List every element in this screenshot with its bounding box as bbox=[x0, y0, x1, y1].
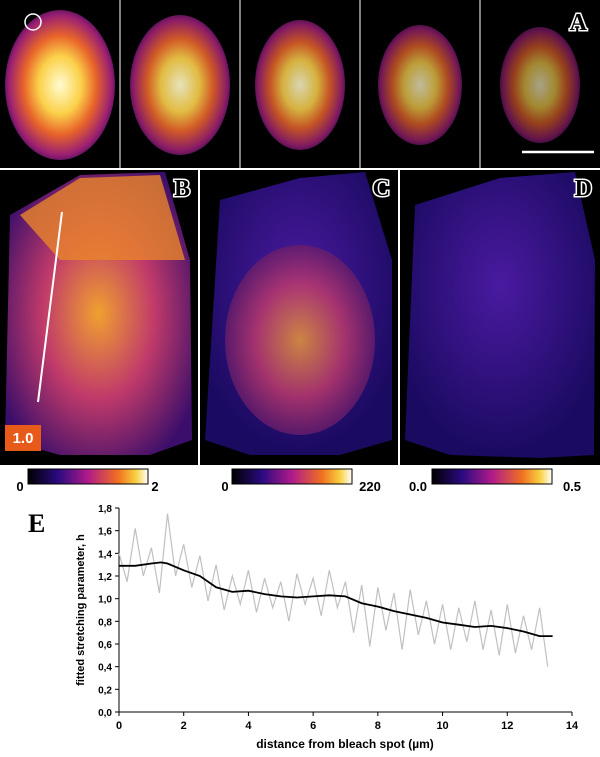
x-tick-label: 2 bbox=[181, 720, 187, 732]
colorbar-label: 0.5 bbox=[563, 479, 581, 494]
profile-line bbox=[37, 211, 63, 403]
x-tick-label: 0 bbox=[116, 720, 122, 732]
x-tick-label: 6 bbox=[310, 720, 316, 732]
y-tick-label: 0,2 bbox=[98, 685, 112, 696]
x-tick-label: 12 bbox=[501, 720, 513, 732]
colorbar-label: 2 bbox=[151, 479, 158, 494]
inset-label: 1.0 bbox=[13, 430, 34, 447]
colorbar bbox=[27, 468, 149, 485]
y-tick-label: 0,4 bbox=[98, 663, 112, 674]
colorbar-label: 0 bbox=[16, 479, 23, 494]
y-axis-label: fitted stretching parameter, h bbox=[75, 534, 87, 686]
x-tick-label: 10 bbox=[436, 720, 448, 732]
panel-b-highlight bbox=[20, 175, 185, 260]
panel-label: B bbox=[174, 176, 190, 202]
x-axis-label: distance from bleach spot (µm) bbox=[256, 737, 434, 751]
y-tick-label: 1,0 bbox=[98, 595, 112, 606]
colorbar-label: 0 bbox=[221, 479, 228, 494]
x-tick-label: 8 bbox=[375, 720, 381, 732]
data-line bbox=[118, 513, 549, 667]
panel-label: A bbox=[570, 10, 588, 36]
plot: 0,0 0,2 0,4 0,6 0,8 1,0 1,2 1,4 1,6 1,8 0 2 4 6 8 10 12 1… bbox=[98, 504, 579, 732]
y-tick-label: 1,2 bbox=[98, 572, 112, 583]
colorbar-label: 0.0 bbox=[409, 479, 427, 494]
y-tick-label: 0,0 bbox=[98, 708, 112, 719]
x-tick-label: 4 bbox=[245, 720, 252, 732]
colorbar-label: 220 bbox=[359, 479, 381, 494]
panel-d-cell bbox=[405, 172, 595, 458]
panel-c-center bbox=[225, 245, 375, 435]
colorbar bbox=[431, 468, 553, 485]
inset-box bbox=[5, 425, 41, 451]
panel-a-frames bbox=[5, 0, 594, 168]
panel-label: C bbox=[373, 176, 390, 202]
y-tick-label: 1,6 bbox=[98, 527, 112, 538]
y-tick-label: 1,4 bbox=[98, 549, 112, 560]
y-tick-label: 0,6 bbox=[98, 640, 112, 651]
panel-label: D bbox=[575, 176, 592, 202]
x-tick-label: 14 bbox=[566, 720, 579, 732]
y-tick-label: 1,8 bbox=[98, 504, 112, 515]
data-line bbox=[119, 561, 553, 637]
panel-label: E bbox=[28, 509, 45, 538]
y-tick-label: 0,8 bbox=[98, 617, 112, 628]
colorbar bbox=[231, 468, 353, 485]
